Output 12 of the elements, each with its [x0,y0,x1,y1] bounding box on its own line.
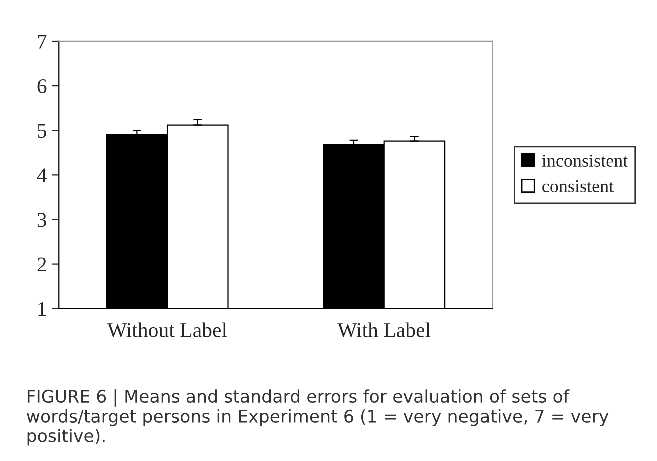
legend-label: inconsistent [542,154,628,167]
x-tick-label: With Label [338,322,431,338]
x-tick-label: Without Label [108,322,228,338]
y-tick-label: 1 [38,302,46,316]
y-tick-label: 3 [38,213,47,228]
y-tick-label: 5 [38,124,47,138]
y-tick-label: 4 [37,168,47,182]
y-tick-label: 2 [38,258,46,272]
y-tick-label: 6 [38,79,47,94]
legend-label: consistent [542,180,614,193]
y-tick-label: 7 [38,35,47,49]
caption: FIGURE 6 | Means and standard errors for evaluation of sets of words/target persons in Experiment 6 (1 = very negative, 7 = very positive). [27,390,609,446]
